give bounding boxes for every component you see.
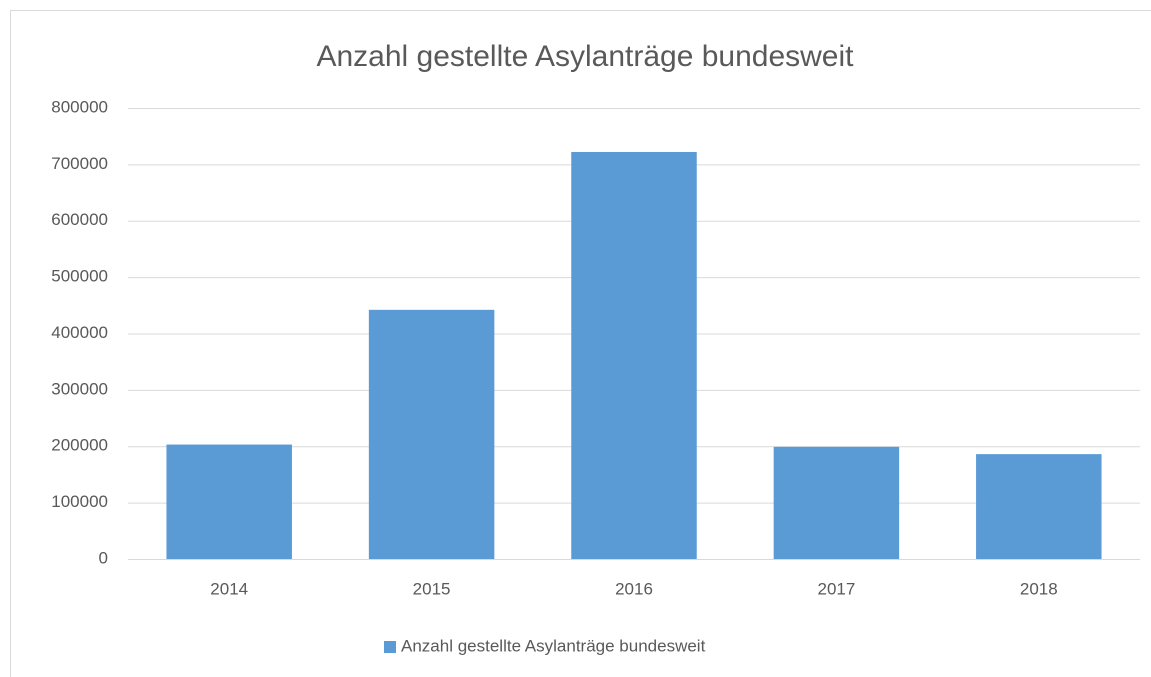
legend-label: Anzahl gestellte Asylanträge bundesweit — [401, 636, 706, 655]
bar — [571, 151, 697, 559]
x-tick-label: 2015 — [413, 579, 451, 598]
y-tick-label: 500000 — [51, 267, 108, 286]
y-tick-label: 700000 — [51, 154, 108, 173]
bar — [368, 309, 495, 559]
y-tick-label: 300000 — [51, 379, 108, 398]
x-tick-label: 2018 — [1020, 579, 1058, 598]
y-tick-label: 800000 — [51, 97, 108, 116]
bar — [976, 454, 1102, 559]
y-tick-label: 0 — [99, 548, 108, 567]
x-tick-label: 2016 — [615, 579, 653, 598]
x-tick-label: 2014 — [210, 579, 248, 598]
y-tick-label: 400000 — [51, 323, 108, 342]
y-tick-label: 200000 — [51, 436, 108, 455]
x-tick-label: 2017 — [817, 579, 855, 598]
bar — [166, 444, 292, 559]
y-tick-label: 600000 — [51, 210, 108, 229]
y-tick-label: 100000 — [51, 492, 108, 511]
chart-title: Anzahl gestellte Asylanträge bundesweit — [316, 40, 854, 73]
legend-swatch — [384, 641, 396, 653]
bar — [773, 446, 900, 559]
